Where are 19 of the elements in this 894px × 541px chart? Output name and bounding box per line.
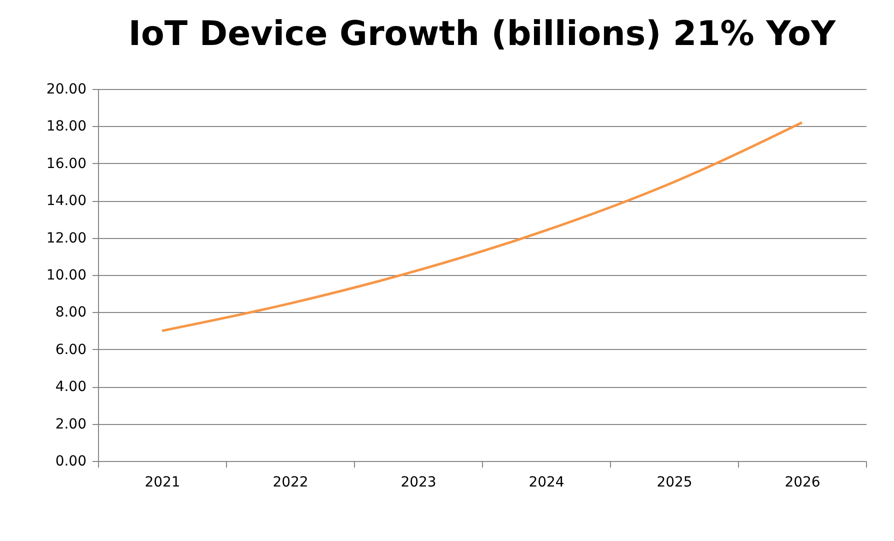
y-tick-label: 18.00 (46, 118, 86, 135)
chart-title: IoT Device Growth (billions) 21% YoY (128, 14, 836, 54)
x-tick-label: 2025 (656, 474, 692, 490)
y-tick-label: 4.00 (55, 379, 86, 396)
y-tick-label: 10.00 (46, 268, 86, 284)
x-tick-label: 2021 (144, 474, 180, 490)
line-series (160, 121, 804, 332)
x-tick-label: 2023 (400, 474, 436, 490)
y-tick-label: 20.00 (46, 82, 86, 98)
y-tick-label: 16.00 (46, 156, 86, 172)
y-tick-label: 12.00 (46, 230, 86, 246)
x-tick-label: 2026 (784, 474, 820, 490)
y-tick-label: 8.00 (55, 304, 86, 321)
x-tick-label: 2022 (272, 474, 308, 490)
y-tick-label: 2.00 (55, 416, 86, 432)
y-tick-label: 0.00 (55, 454, 86, 470)
y-tick-label: 14.00 (46, 193, 86, 210)
y-tick-label: 6.00 (55, 342, 86, 358)
x-tick-label: 2024 (528, 474, 564, 490)
